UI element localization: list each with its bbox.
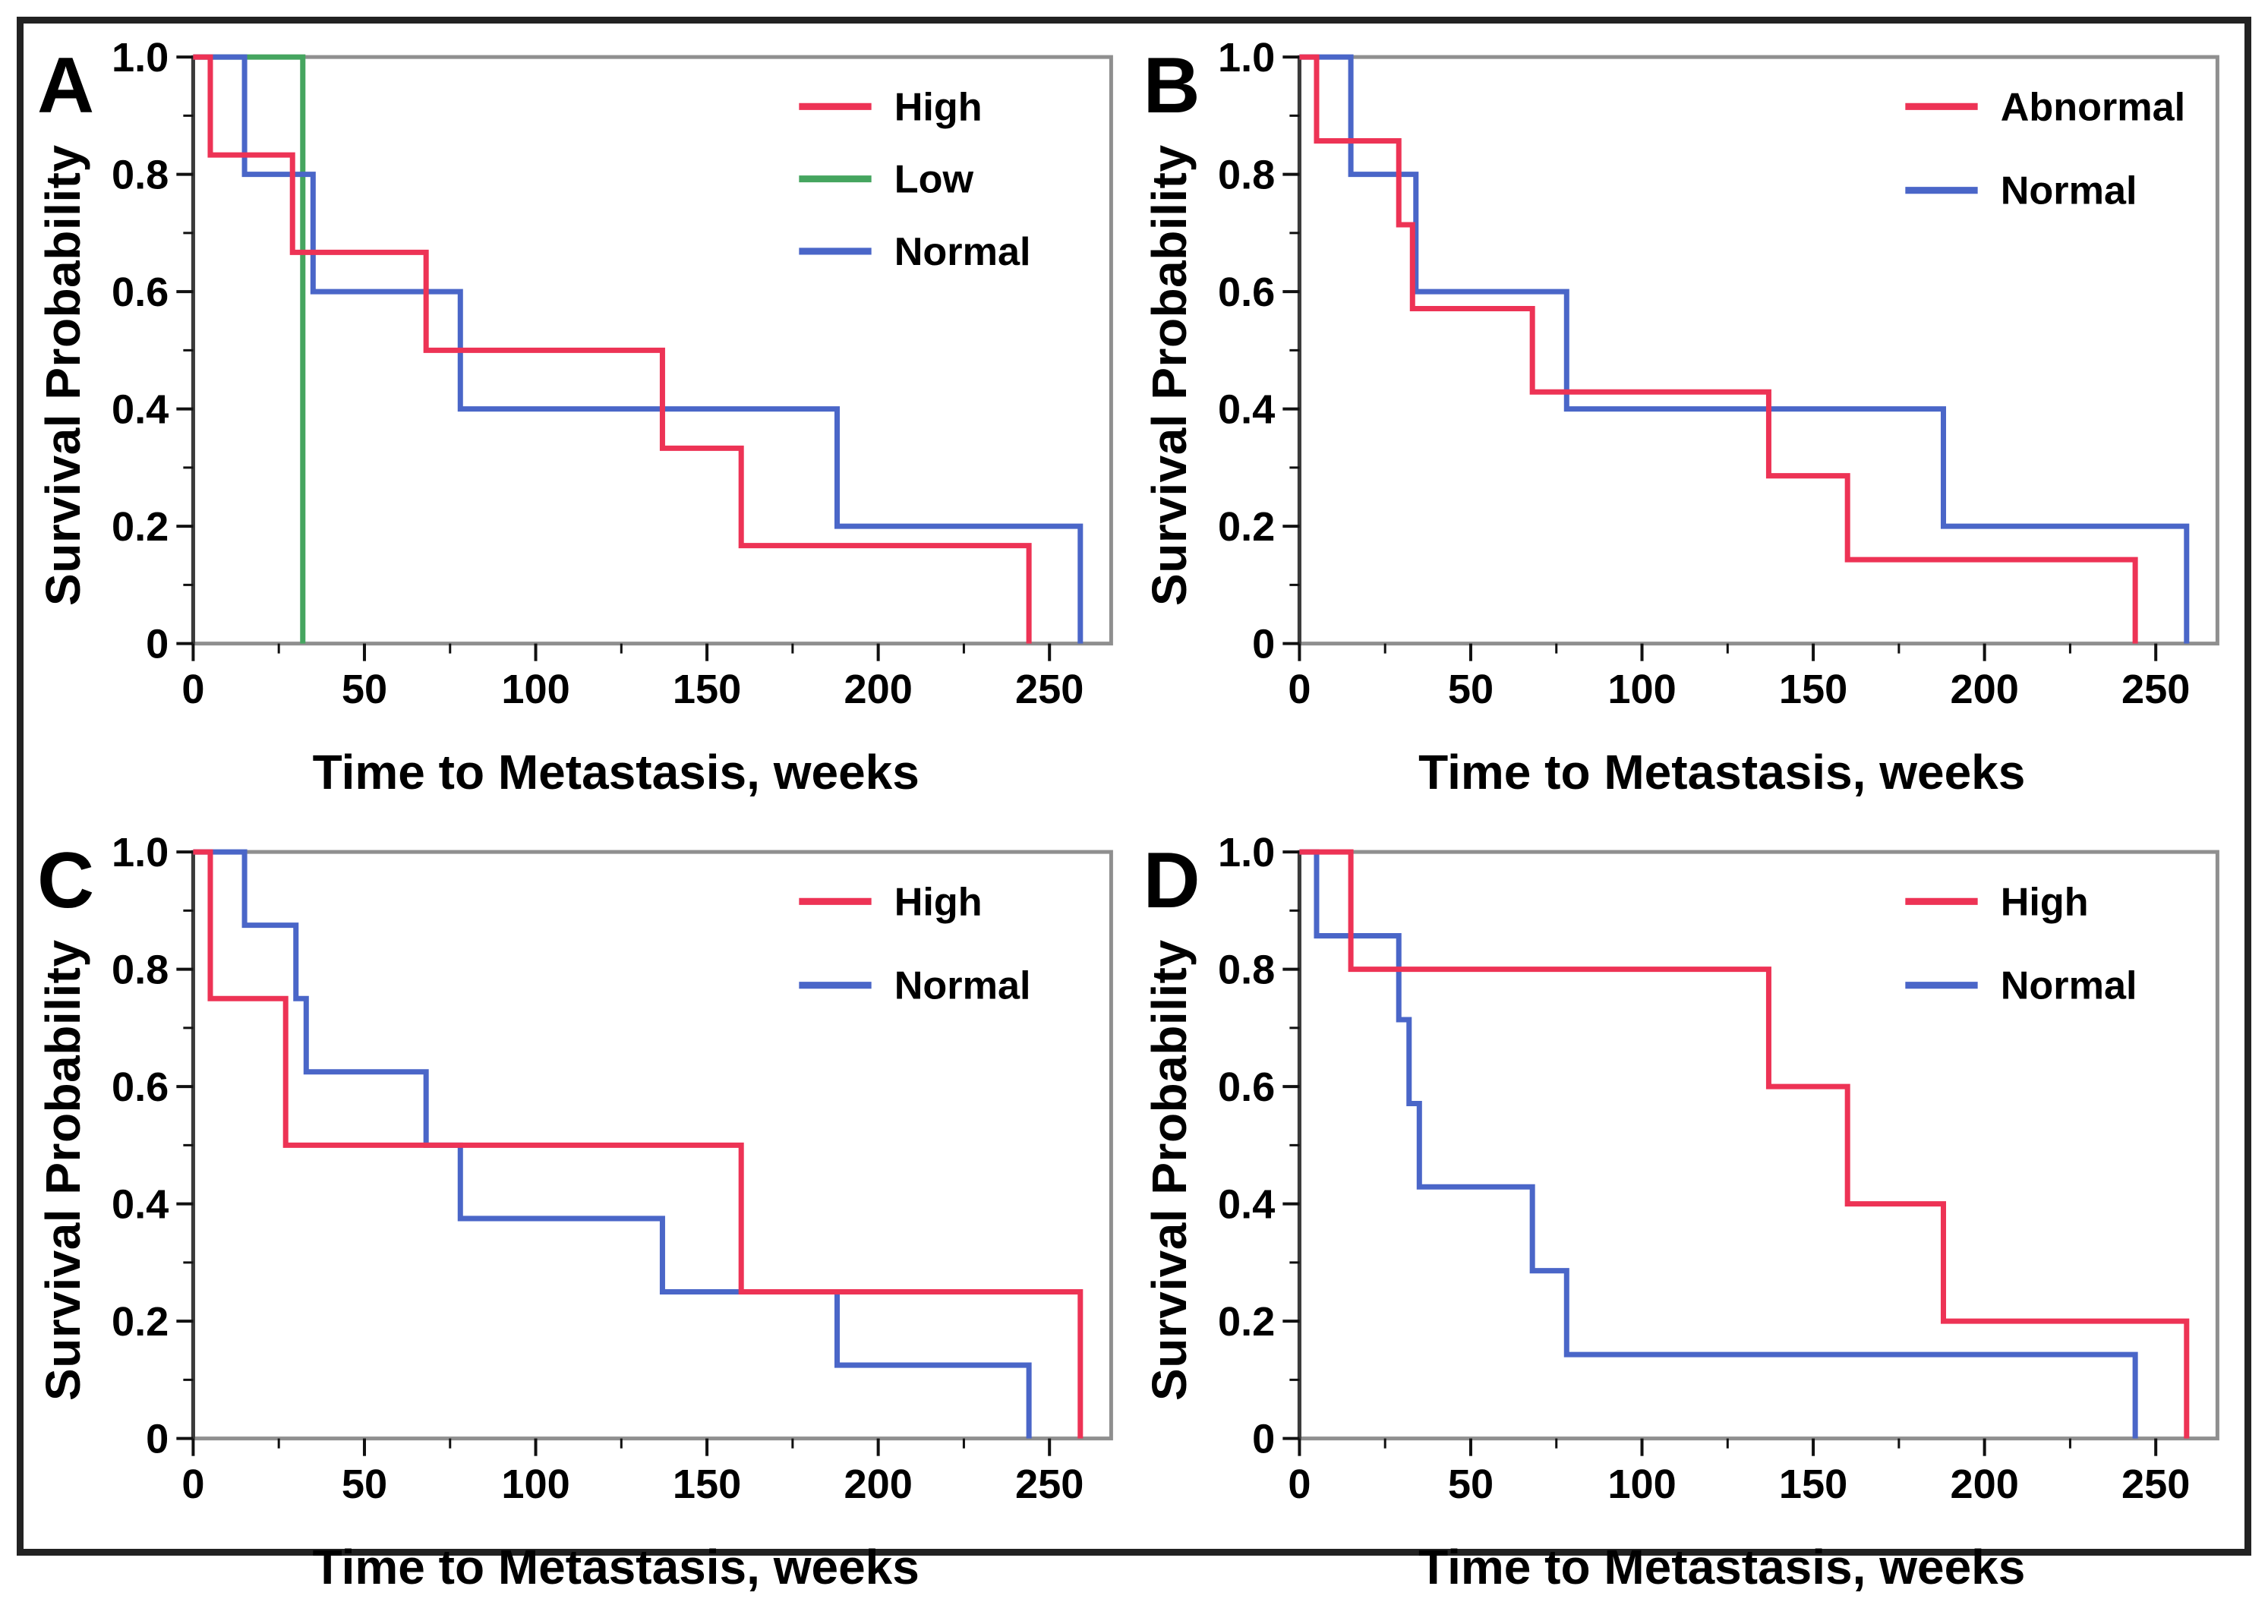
y-tick-label: 0.6 — [112, 1064, 169, 1110]
plot-frame — [1297, 850, 2219, 1441]
legend-label: High — [2000, 880, 2088, 924]
panel-a-y-axis-title: Survival Probability — [36, 144, 90, 607]
panel-b-y-axis-title: Survival Probability — [1141, 144, 1197, 607]
legend-item-normal: Normal — [1904, 964, 2137, 1008]
panel-a-km-plot: 0 50 100 150 200 250 0 0.2 0.4 0.6 0.8 1.0 High Low No… — [112, 35, 1113, 712]
y-tick-label: 0.8 — [112, 153, 169, 198]
panel-d: D Survival Probability 0 50 100 150 200 250 0 0… — [1134, 829, 2241, 1624]
y-tick-label: 0.6 — [112, 270, 169, 315]
x-tick-label: 0 — [181, 1462, 204, 1507]
x-tick-label: 200 — [1950, 667, 2018, 712]
legend-label: Normal — [894, 230, 1031, 274]
legend-item-normal: Normal — [799, 230, 1030, 274]
km-curve-high — [1298, 849, 2189, 1439]
panel-c-letter: C — [37, 836, 95, 925]
y-tick-label: 0.4 — [1218, 387, 1275, 433]
legend-item-high: High — [1904, 880, 2088, 924]
km-curve-abnormal — [1298, 54, 2138, 644]
x-tick-label: 150 — [673, 667, 741, 712]
legend-label: Normal — [894, 964, 1031, 1008]
x-tick-label: 200 — [1950, 1462, 2018, 1507]
y-tick-label: 1.0 — [112, 35, 169, 80]
panel-a: A Survival Probability 0 50 100 150 200 250 0 0… — [28, 34, 1134, 829]
legend-label: High — [894, 880, 983, 924]
panel-d-km-plot: 0 50 100 150 200 250 0 0.2 0.4 0.6 0.8 1.0 High Norma… — [1218, 830, 2219, 1507]
legend-item-normal: Normal — [799, 964, 1030, 1008]
km-curve-normal — [193, 54, 1084, 644]
km-curve-normal — [1298, 54, 2189, 644]
x-tick-label: 150 — [673, 1462, 741, 1507]
x-tick-label: 150 — [1778, 667, 1847, 712]
figure-border: A Survival Probability 0 50 100 150 200 250 0 0… — [17, 17, 2251, 1594]
y-tick-label: 0 — [1252, 1417, 1275, 1462]
y-tick-label: 0.4 — [1218, 1182, 1275, 1228]
y-tick-label: 1.0 — [112, 830, 169, 875]
panel-a-letter: A — [37, 42, 95, 130]
legend-item-high: High — [799, 85, 983, 129]
plot-frame — [1297, 55, 2219, 646]
panel-c-x-axis-title: Time to Metastasis, weeks — [312, 1539, 920, 1594]
y-tick-label: 0 — [146, 1417, 169, 1462]
x-tick-label: 200 — [844, 1462, 912, 1507]
y-tick-label: 1.0 — [1218, 35, 1275, 80]
x-tick-label: 0 — [181, 667, 204, 712]
y-tick-label: 0.4 — [112, 387, 169, 433]
x-tick-label: 100 — [1607, 1462, 1676, 1507]
y-tick-label: 1.0 — [1218, 830, 1275, 875]
panel-b-letter: B — [1143, 42, 1200, 130]
y-tick-label: 0.8 — [1218, 948, 1275, 993]
x-tick-label: 250 — [1015, 1462, 1084, 1507]
y-tick-label: 0.8 — [112, 948, 169, 993]
panel-b-km-plot: 0 50 100 150 200 250 0 0.2 0.4 0.6 0.8 1.0 Abnormal N… — [1218, 35, 2219, 712]
y-tick-label: 0.2 — [112, 504, 169, 550]
x-tick-label: 100 — [501, 1462, 569, 1507]
x-tick-label: 50 — [342, 1462, 387, 1507]
panel-grid: A Survival Probability 0 50 100 150 200 250 0 0… — [24, 24, 2244, 1594]
legend-label: Normal — [2000, 964, 2137, 1008]
legend-label: Low — [894, 158, 974, 202]
x-tick-label: 250 — [1015, 667, 1084, 712]
legend-label: High — [894, 85, 983, 129]
y-tick-label: 0.8 — [1218, 153, 1275, 198]
y-tick-label: 0.6 — [1218, 1064, 1275, 1110]
x-tick-label: 50 — [342, 667, 387, 712]
y-tick-label: 0 — [1252, 622, 1275, 667]
x-tick-label: 0 — [1288, 1462, 1311, 1507]
x-tick-label: 100 — [1607, 667, 1676, 712]
x-tick-label: 50 — [1447, 667, 1493, 712]
y-tick-label: 0.4 — [112, 1182, 169, 1228]
legend-item-normal: Normal — [1904, 169, 2137, 213]
panel-d-x-axis-title: Time to Metastasis, weeks — [1418, 1539, 2026, 1594]
x-tick-label: 150 — [1778, 1462, 1847, 1507]
y-tick-label: 0.2 — [1218, 504, 1275, 550]
km-curve-high — [193, 54, 1032, 644]
x-tick-label: 50 — [1447, 1462, 1493, 1507]
panel-c-y-axis-title: Survival Probability — [36, 939, 90, 1402]
x-tick-label: 200 — [844, 667, 912, 712]
y-tick-label: 0.2 — [112, 1299, 169, 1345]
x-tick-label: 100 — [501, 667, 569, 712]
legend-item-high: High — [799, 880, 983, 924]
panel-b-x-axis-title: Time to Metastasis, weeks — [1418, 744, 2026, 799]
panel-c: C Survival Probability 0 50 100 150 200 250 0 0… — [28, 829, 1134, 1624]
y-tick-label: 0.2 — [1218, 1299, 1275, 1345]
panel-c-km-plot: 0 50 100 150 200 250 0 0.2 0.4 0.6 0.8 1.0 High Norma… — [112, 830, 1113, 1507]
legend-item-abnormal: Abnormal — [1904, 85, 2185, 129]
panel-a-x-axis-title: Time to Metastasis, weeks — [312, 744, 920, 799]
panel-d-y-axis-title: Survival Probability — [1141, 939, 1197, 1402]
km-curve-high — [193, 849, 1084, 1439]
x-tick-label: 250 — [2121, 1462, 2190, 1507]
y-tick-label: 0 — [146, 622, 169, 667]
x-tick-label: 250 — [2121, 667, 2190, 712]
legend-label: Abnormal — [2000, 85, 2184, 129]
x-tick-label: 0 — [1288, 667, 1311, 712]
y-tick-label: 0.6 — [1218, 270, 1275, 315]
legend-item-low: Low — [799, 158, 973, 202]
panel-b: B Survival Probability 0 50 100 150 200 250 0 0… — [1134, 34, 2241, 829]
km-curve-normal — [1298, 849, 2138, 1439]
panel-d-letter: D — [1143, 836, 1200, 925]
legend-label: Normal — [2000, 169, 2137, 213]
